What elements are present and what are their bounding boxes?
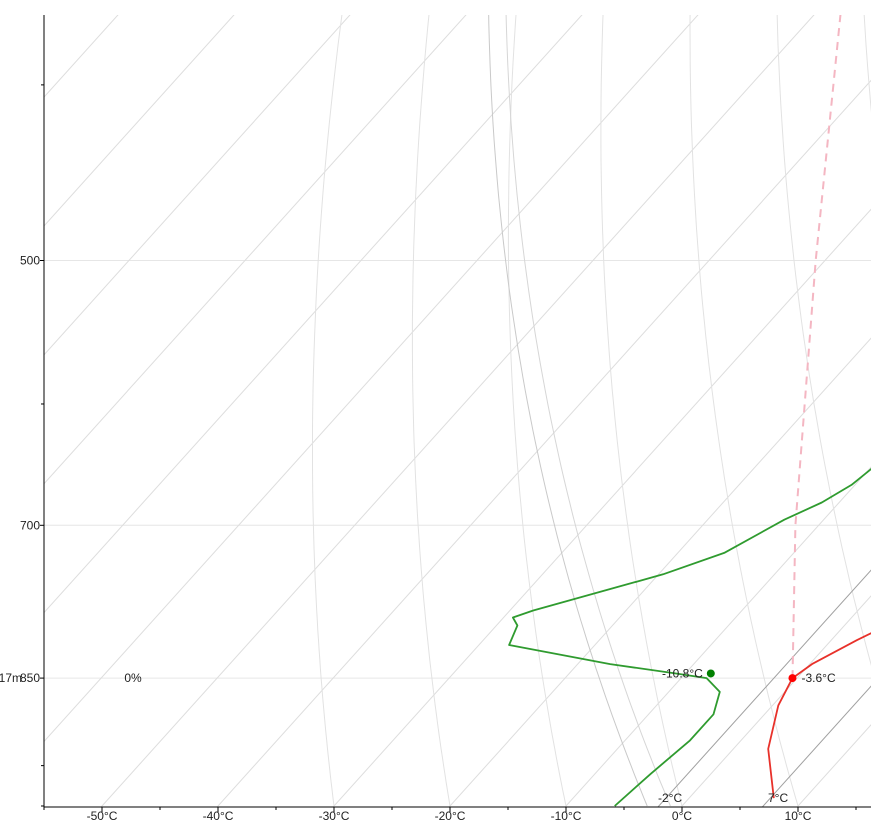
dry-adiabat xyxy=(312,15,343,807)
temperature-marker-label: -3.6°C xyxy=(801,671,835,685)
sounding-series xyxy=(508,467,871,807)
isotherm-label-7: 7°C xyxy=(768,791,788,805)
isotherm-gridline xyxy=(100,15,815,807)
isotherm-gridline xyxy=(680,595,871,807)
dry-adiabat xyxy=(600,15,683,807)
reference-lines xyxy=(488,15,871,807)
dry-adiabat xyxy=(689,15,799,807)
temperature-marker xyxy=(788,674,797,683)
reference-isotherm xyxy=(657,569,871,807)
moist-adiabat xyxy=(505,15,671,807)
x-tick-label: -20°C xyxy=(435,809,466,823)
isotherm-label-minus2: -2°C xyxy=(658,791,682,805)
x-tick-label: 10°C xyxy=(785,809,812,823)
x-tick-label: -10°C xyxy=(551,809,582,823)
y-tick-label: 500 xyxy=(20,253,40,267)
dry-adiabat xyxy=(507,15,567,807)
y-tick-label: 850 xyxy=(20,671,40,685)
isotherm-gridline xyxy=(564,466,871,807)
isotherm-gridline xyxy=(216,79,871,807)
dewpoint-marker xyxy=(706,669,715,678)
humidity-label: 0% xyxy=(124,671,142,685)
moist-adiabat xyxy=(488,15,648,807)
annotations: 17m 0% -3.6°C -10.8°C 7°C -2°C xyxy=(0,666,836,805)
y-tick-label: 700 xyxy=(20,518,40,532)
x-tick-label: -50°C xyxy=(87,809,118,823)
dry-adiabat xyxy=(863,15,871,113)
isotherm-gridline xyxy=(0,0,805,829)
x-tick-label: 0°C xyxy=(672,809,692,823)
dry-adiabat xyxy=(411,15,451,807)
isotherm-gridline xyxy=(332,208,871,807)
dry-adiabat xyxy=(776,15,871,666)
axes: 200300500700850-50°C-40°C-30°C-20°C-10°C… xyxy=(20,15,871,823)
parcel-path-line xyxy=(791,15,842,679)
reference-isotherm xyxy=(761,685,871,807)
dewpoint-marker-label: -10.8°C xyxy=(662,666,703,680)
isotherm-gridline xyxy=(448,337,871,807)
dewpoint-line xyxy=(508,467,871,807)
surface-height-label: 17m xyxy=(0,671,22,685)
temperature-line xyxy=(767,632,871,799)
x-tick-label: -40°C xyxy=(203,809,234,823)
x-tick-label: -30°C xyxy=(319,809,350,823)
